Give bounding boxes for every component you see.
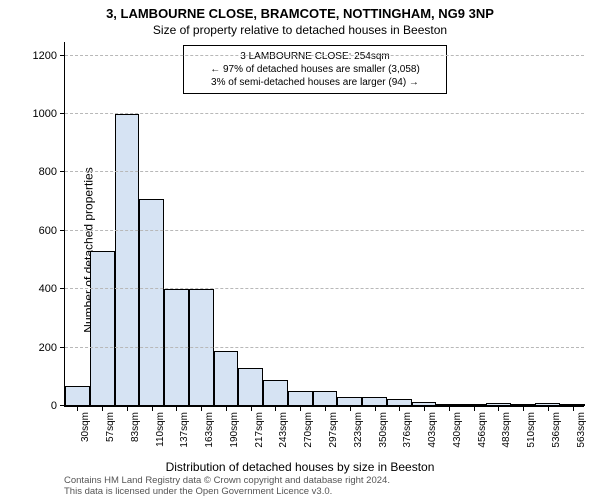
histogram-bar xyxy=(263,380,288,406)
x-tick-mark xyxy=(251,406,252,411)
histogram-bar xyxy=(313,391,338,406)
histogram-bar xyxy=(65,386,90,406)
x-tick-label: 243sqm xyxy=(278,412,289,448)
y-tick-mark xyxy=(60,55,65,56)
x-tick-label: 563sqm xyxy=(576,412,587,448)
x-tick-label: 323sqm xyxy=(353,412,364,448)
x-tick-mark xyxy=(424,406,425,411)
y-gridline xyxy=(65,230,584,231)
histogram-bar xyxy=(214,351,239,406)
y-tick-mark xyxy=(60,113,65,114)
x-tick-label: 297sqm xyxy=(328,412,339,448)
y-tick-label: 200 xyxy=(39,342,57,354)
histogram-bar xyxy=(362,397,387,406)
x-tick-mark xyxy=(375,406,376,411)
y-tick-mark xyxy=(60,347,65,348)
x-tick-label: 483sqm xyxy=(501,412,512,448)
x-tick-mark xyxy=(152,406,153,411)
y-tick-label: 400 xyxy=(39,283,57,295)
x-tick-label: 510sqm xyxy=(526,412,537,448)
x-tick-mark xyxy=(350,406,351,411)
x-tick-label: 190sqm xyxy=(229,412,240,448)
x-tick-label: 137sqm xyxy=(179,412,190,448)
footer-line2: This data is licensed under the Open Gov… xyxy=(64,486,390,497)
x-tick-mark xyxy=(548,406,549,411)
x-tick-mark xyxy=(474,406,475,411)
x-tick-label: 57sqm xyxy=(105,412,116,442)
y-tick-label: 1000 xyxy=(33,108,57,120)
x-tick-label: 456sqm xyxy=(477,412,488,448)
x-tick-mark xyxy=(176,406,177,411)
x-tick-label: 217sqm xyxy=(254,412,265,448)
x-tick-mark xyxy=(449,406,450,411)
title-block: 3, LAMBOURNE CLOSE, BRAMCOTE, NOTTINGHAM… xyxy=(0,6,600,37)
x-tick-mark xyxy=(325,406,326,411)
y-gridline xyxy=(65,171,584,172)
x-tick-mark xyxy=(127,406,128,411)
y-gridline xyxy=(65,288,584,289)
x-tick-label: 350sqm xyxy=(378,412,389,448)
histogram-bar xyxy=(238,368,263,406)
footer-note: Contains HM Land Registry data © Crown c… xyxy=(64,475,390,497)
chart-title-line2: Size of property relative to detached ho… xyxy=(0,23,600,37)
x-tick-label: 536sqm xyxy=(551,412,562,448)
histogram-bar xyxy=(387,399,412,406)
y-tick-mark xyxy=(60,405,65,406)
annotation-line2: ← 97% of detached houses are smaller (3,… xyxy=(190,63,440,76)
histogram-bar xyxy=(115,114,140,406)
y-gridline xyxy=(65,347,584,348)
annotation-line3: 3% of semi-detached houses are larger (9… xyxy=(190,76,440,89)
x-tick-label: 30sqm xyxy=(80,412,91,442)
histogram-bar xyxy=(288,391,313,406)
x-tick-label: 403sqm xyxy=(427,412,438,448)
annotation-box: 3 LAMBOURNE CLOSE: 254sqm ← 97% of detac… xyxy=(183,45,447,94)
y-tick-label: 0 xyxy=(51,400,57,412)
histogram-bar xyxy=(337,397,362,406)
histogram-bar xyxy=(90,251,115,406)
y-tick-label: 1200 xyxy=(33,50,57,62)
x-tick-mark xyxy=(573,406,574,411)
x-tick-mark xyxy=(77,406,78,411)
y-tick-label: 600 xyxy=(39,225,57,237)
x-tick-mark xyxy=(498,406,499,411)
footer-line1: Contains HM Land Registry data © Crown c… xyxy=(64,475,390,486)
x-tick-mark xyxy=(226,406,227,411)
x-tick-label: 376sqm xyxy=(402,412,413,448)
x-tick-mark xyxy=(201,406,202,411)
x-tick-label: 110sqm xyxy=(155,412,166,447)
chart-title-line1: 3, LAMBOURNE CLOSE, BRAMCOTE, NOTTINGHAM… xyxy=(0,6,600,21)
y-tick-label: 800 xyxy=(39,166,57,178)
y-tick-mark xyxy=(60,288,65,289)
x-tick-label: 83sqm xyxy=(130,412,141,442)
x-tick-mark xyxy=(102,406,103,411)
x-tick-mark xyxy=(300,406,301,411)
figure-root: 3, LAMBOURNE CLOSE, BRAMCOTE, NOTTINGHAM… xyxy=(0,0,600,500)
annotation-line1: 3 LAMBOURNE CLOSE: 254sqm xyxy=(190,50,440,63)
x-tick-label: 430sqm xyxy=(452,412,463,448)
x-tick-mark xyxy=(399,406,400,411)
x-tick-label: 270sqm xyxy=(303,412,314,448)
bars-layer xyxy=(65,42,584,406)
x-tick-mark xyxy=(523,406,524,411)
plot-area: 3 LAMBOURNE CLOSE: 254sqm ← 97% of detac… xyxy=(64,42,584,407)
x-tick-mark xyxy=(275,406,276,411)
y-gridline xyxy=(65,113,584,114)
y-gridline xyxy=(65,55,584,56)
y-tick-mark xyxy=(60,171,65,172)
x-tick-label: 163sqm xyxy=(204,412,215,448)
x-axis-label: Distribution of detached houses by size … xyxy=(0,460,600,474)
y-tick-mark xyxy=(60,230,65,231)
